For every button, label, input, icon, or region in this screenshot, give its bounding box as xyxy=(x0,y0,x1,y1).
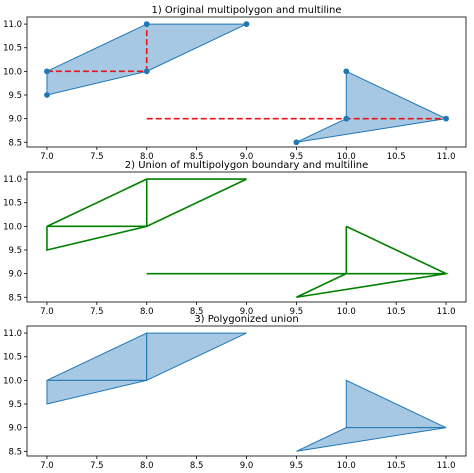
panel-2-xtick-label: 9.0 xyxy=(240,307,254,317)
panel-1-vertex-marker-1-3 xyxy=(243,21,250,27)
panel-1-xtick-label: 9.5 xyxy=(290,152,304,162)
panel-3-ticks: 7.0 7.5 8.0 8.5 9.0 9.5 10.0 10.5 11.0 8.5 9.0 9.5 1… xyxy=(3,329,455,471)
panel-2-xtick-label: 8.5 xyxy=(190,307,204,317)
panel-2-ytick-label: 8.5 xyxy=(8,293,22,303)
panel-3-polygon-2 xyxy=(146,332,247,382)
panel-2-ytick-label: 11.0 xyxy=(3,175,22,185)
panel-2-xtick-label: 11.0 xyxy=(437,307,456,317)
panel-1-xtick-label: 8.5 xyxy=(190,152,204,162)
panel-3-ytick-label: 10.5 xyxy=(3,353,22,363)
panel-2-line-1 xyxy=(46,178,247,252)
panel-3-title: 3) Polygonized union xyxy=(194,314,298,325)
panel-1-ytick-label: 8.5 xyxy=(8,138,22,148)
panel-2-xtick-label: 7.0 xyxy=(40,307,54,317)
panel-1-xtick-label: 9.0 xyxy=(240,152,254,162)
panel-2-ticks: 7.0 7.5 8.0 8.5 9.0 9.5 10.0 10.5 11.0 8.5 9.0 9.5 1… xyxy=(3,175,455,317)
panel-3-plot xyxy=(46,332,447,452)
panel-1-vertex-marker-2-2 xyxy=(443,115,449,122)
panel-3-ytick-label: 8.5 xyxy=(8,447,22,457)
panel-1-xtick-label: 11.0 xyxy=(437,152,456,162)
panel-1-xtick-label: 8.0 xyxy=(140,152,154,162)
panel-1-vertex-marker-1-4 xyxy=(143,68,150,75)
panel-3-xtick-label: 8.0 xyxy=(140,461,154,471)
panel-2-plot xyxy=(46,178,449,299)
panel-2-xtick-label: 10.0 xyxy=(337,307,356,317)
panel-3-ytick-label: 9.0 xyxy=(8,424,22,434)
panel-1-ytick-label: 10.0 xyxy=(3,67,22,77)
panel-1-vertex-marker-1-2 xyxy=(143,21,150,27)
panel-2-xtick-label: 8.0 xyxy=(140,307,154,317)
panel-1-vertex-marker-1-1 xyxy=(44,68,50,75)
panel-3-ytick-label: 10.0 xyxy=(3,376,22,386)
panel-2-xtick-label: 10.5 xyxy=(387,307,406,317)
panel-1-vertex-marker-2-1 xyxy=(343,68,350,75)
panel-3-polygon-3 xyxy=(46,379,147,405)
panel-3-xtick-label: 7.5 xyxy=(90,461,104,471)
panel-1-plot xyxy=(44,21,449,146)
panel-3-ytick-label: 9.5 xyxy=(8,400,22,410)
panel-2-xtick-label: 9.5 xyxy=(290,307,304,317)
panel-1-ytick-label: 9.5 xyxy=(8,91,22,101)
panel-2-ytick-label: 10.0 xyxy=(3,222,22,232)
panel-1-vertex-marker-2-3 xyxy=(293,139,300,146)
panel-1-ytick-label: 9.0 xyxy=(8,115,22,125)
panel-3-xtick-label: 9.0 xyxy=(240,461,254,471)
panel-1-xtick-label: 10.0 xyxy=(337,152,356,162)
panel-3: 3) Polygonized union 7.0 7.5 8.0 8.5 9.0 9.5 1… xyxy=(3,314,467,471)
panel-1-ytick-label: 11.0 xyxy=(3,20,22,30)
panel-3-ytick-label: 11.0 xyxy=(3,329,22,339)
panel-2-ytick-label: 10.5 xyxy=(3,199,22,209)
panel-2-xtick-label: 7.5 xyxy=(90,307,104,317)
panel-3-xtick-label: 9.5 xyxy=(290,461,304,471)
panel-3-polygon-5 xyxy=(296,427,447,452)
panel-3-xtick-label: 7.0 xyxy=(40,461,54,471)
panel-2-title: 2) Union of multipolygon boundary and mu… xyxy=(125,160,368,171)
panel-1-vertex-marker-1-5 xyxy=(44,92,50,98)
panel-1-ticks: 7.0 7.5 8.0 8.5 9.0 9.5 10.0 10.5 11.0 8.5 9.0 9.5 1… xyxy=(3,20,455,162)
panel-1-xtick-label: 7.0 xyxy=(40,152,54,162)
panel-2-line-4 xyxy=(296,225,449,299)
panel-2-ytick-label: 9.0 xyxy=(8,270,22,280)
panel-1-ytick-label: 10.5 xyxy=(3,44,22,54)
panel-1: 1) Original multipolygon and multiline 7… xyxy=(3,5,467,162)
panel-3-xtick-label: 10.0 xyxy=(337,461,356,471)
panel-3-xtick-label: 10.5 xyxy=(387,461,406,471)
panel-1-xtick-label: 7.5 xyxy=(90,152,104,162)
panel-2-ytick-label: 9.5 xyxy=(8,246,22,256)
panel-1-vertex-marker-2-4 xyxy=(343,115,350,122)
panel-1-title: 1) Original multipolygon and multiline xyxy=(151,5,341,16)
panel-3-xtick-label: 8.5 xyxy=(190,461,204,471)
panel-1-xtick-label: 10.5 xyxy=(387,152,406,162)
panel-3-xtick-label: 11.0 xyxy=(437,461,456,471)
panel-2: 2) Union of multipolygon boundary and mu… xyxy=(3,160,467,317)
